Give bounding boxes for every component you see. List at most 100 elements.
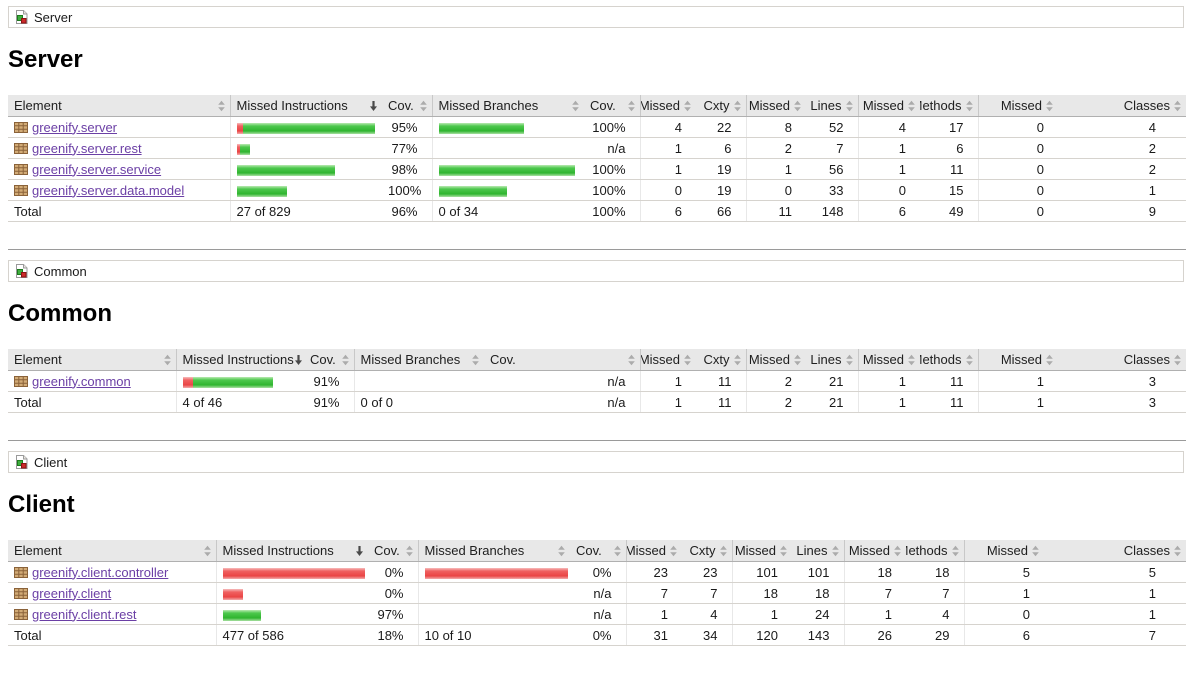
- report-group-icon: [13, 263, 29, 279]
- element-wrap: greenify.client: [14, 586, 212, 601]
- column-header-element[interactable]: Element: [8, 349, 176, 371]
- column-header-wrap: Methods: [920, 98, 974, 113]
- column-header-classes[interactable]: Classes: [1058, 349, 1186, 371]
- column-header-missed[interactable]: Missed: [745, 349, 806, 371]
- counter-cell: 101: [792, 561, 844, 583]
- column-header-element[interactable]: Element: [8, 95, 230, 117]
- column-header-label: Missed: [640, 352, 680, 367]
- counter-cell: 7: [806, 137, 858, 159]
- package-link[interactable]: greenify.common: [32, 373, 131, 389]
- column-header-missed[interactable]: Missed: [625, 540, 682, 562]
- package-link[interactable]: greenify.client.controller: [32, 564, 169, 580]
- package-link[interactable]: greenify.server: [32, 119, 118, 135]
- column-header-missed[interactable]: Missed: [843, 540, 906, 562]
- total-counter-value: 120: [756, 627, 778, 643]
- column-header-cov-[interactable]: Cov.: [584, 95, 640, 117]
- element-cell: greenify.client.rest: [8, 603, 216, 625]
- column-header-missed[interactable]: Missed: [857, 95, 920, 117]
- column-header-label: Classes: [1123, 352, 1170, 367]
- sort-icon: [951, 545, 960, 557]
- counter-value: 1: [674, 373, 682, 389]
- instruction-coverage-cell: 98%: [382, 158, 432, 180]
- column-header-missed[interactable]: Missed: [745, 95, 806, 117]
- column-header-methods[interactable]: Methods: [906, 540, 964, 562]
- column-header-missed[interactable]: Missed: [963, 540, 1044, 562]
- total-counter-cell: 6: [857, 200, 920, 222]
- column-header-missed-branches[interactable]: Missed Branches: [353, 349, 484, 371]
- column-header-wrap: Lines: [796, 543, 840, 558]
- column-header-wrap: Classes: [1050, 543, 1182, 558]
- branch-coverage-cell: 100%: [584, 158, 640, 180]
- missed-branches-bar-cell: [431, 116, 584, 138]
- counter-value: 23: [703, 564, 718, 580]
- total-instruction-coverage: 18%: [377, 627, 404, 643]
- column-header-cov-[interactable]: Cov.: [382, 95, 432, 117]
- counter-value: 0: [1036, 140, 1044, 156]
- sort-icon: [613, 545, 622, 557]
- column-header-wrap: Missed Branches: [361, 352, 481, 367]
- breadcrumb-label: Client: [34, 454, 68, 470]
- sort-icon: [907, 100, 916, 112]
- package-link[interactable]: greenify.server.rest: [32, 140, 142, 156]
- column-header-cov-[interactable]: Cov.: [304, 349, 354, 371]
- element-cell: greenify.server.data.model: [8, 179, 230, 201]
- column-header-label: Cxty: [703, 352, 730, 367]
- total-counter-value: 6: [674, 203, 682, 219]
- counter-value: 1: [898, 373, 906, 389]
- column-header-missed[interactable]: Missed: [639, 95, 696, 117]
- column-header-missed-instructions[interactable]: Missed Instructions: [215, 540, 368, 562]
- column-header-lines[interactable]: Lines: [806, 349, 858, 371]
- total-counter-value: 7: [1148, 627, 1156, 643]
- instruction-coverage-value: 0%: [384, 564, 404, 580]
- counter-cell: 23: [682, 561, 732, 583]
- package-link[interactable]: greenify.client: [32, 585, 112, 601]
- counter-cell: 0: [639, 179, 696, 201]
- column-header-missed[interactable]: Missed: [639, 349, 696, 371]
- total-instruction-coverage-cell: 96%: [382, 200, 432, 222]
- column-header-cov-[interactable]: Cov.: [484, 349, 640, 371]
- column-header-missed[interactable]: Missed: [977, 95, 1058, 117]
- column-header-cxty[interactable]: Cxty: [696, 95, 746, 117]
- counter-value: 19: [717, 161, 732, 177]
- column-header-lines[interactable]: Lines: [792, 540, 844, 562]
- column-header-missed[interactable]: Missed: [977, 349, 1058, 371]
- package-link[interactable]: greenify.server.service: [32, 161, 162, 177]
- column-header-lines[interactable]: Lines: [806, 95, 858, 117]
- column-header-label: Methods: [920, 98, 962, 113]
- counter-cell: 18: [906, 561, 964, 583]
- column-header-element[interactable]: Element: [8, 540, 216, 562]
- column-header-wrap: Missed: [863, 352, 917, 367]
- column-header-cxty[interactable]: Cxty: [696, 349, 746, 371]
- column-header-methods[interactable]: Methods: [920, 95, 978, 117]
- column-header-cxty[interactable]: Cxty: [682, 540, 732, 562]
- column-header-missed[interactable]: Missed: [857, 349, 920, 371]
- counter-value: 7: [660, 585, 668, 601]
- column-header-missed-branches[interactable]: Missed Branches: [417, 540, 570, 562]
- branch-coverage-cell: n/a: [570, 603, 626, 625]
- missed-branches-bar-cell: [431, 137, 584, 159]
- column-header-methods[interactable]: Methods: [920, 349, 978, 371]
- package-link[interactable]: greenify.client.rest: [32, 606, 137, 622]
- counter-cell: 1: [857, 137, 920, 159]
- counter-cell: 11: [920, 158, 978, 180]
- column-header-classes[interactable]: Classes: [1044, 540, 1186, 562]
- column-header-missed-instructions[interactable]: Missed Instructions: [229, 95, 382, 117]
- counter-value: 11: [950, 373, 964, 389]
- column-header-missed-instructions[interactable]: Missed Instructions: [175, 349, 304, 371]
- column-header-classes[interactable]: Classes: [1058, 95, 1186, 117]
- sort-icon: [719, 545, 728, 557]
- covered-bar-segment: [236, 164, 335, 176]
- counter-value: 1: [1148, 585, 1156, 601]
- column-header-cov-[interactable]: Cov.: [570, 540, 626, 562]
- column-header-missed[interactable]: Missed: [731, 540, 792, 562]
- counter-value: 0: [1036, 182, 1044, 198]
- column-header-cov-[interactable]: Cov.: [368, 540, 418, 562]
- column-header-missed-branches[interactable]: Missed Branches: [431, 95, 584, 117]
- column-header-label: Cov.: [576, 543, 602, 558]
- counter-value: 22: [717, 119, 732, 135]
- counter-cell: 2: [1058, 137, 1186, 159]
- element-wrap: greenify.server.data.model: [14, 183, 226, 198]
- package-link[interactable]: greenify.server.data.model: [32, 182, 185, 198]
- total-counter-cell: 49: [920, 200, 978, 222]
- coverage-bar: [236, 143, 250, 155]
